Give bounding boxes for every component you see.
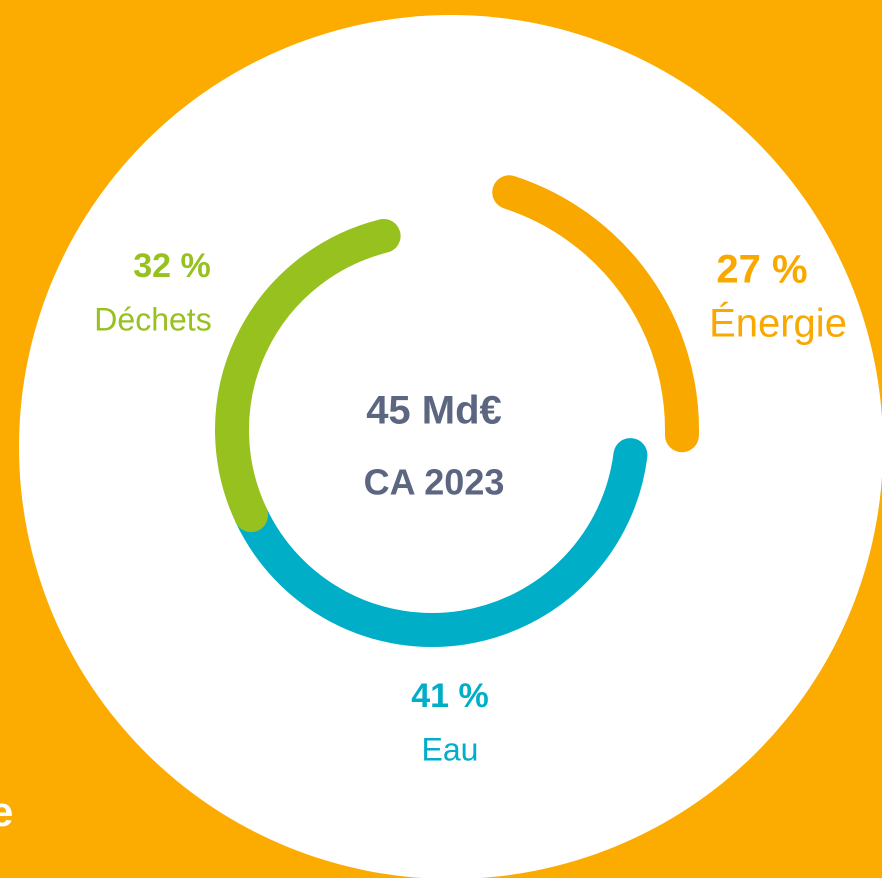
center-value: 45 Md€ — [366, 389, 502, 433]
footer-fragment: e — [0, 788, 13, 835]
category-label: Eau — [422, 731, 479, 767]
donut-segment — [234, 438, 648, 647]
category-label: Énergie — [709, 301, 847, 346]
value-label: 27 % — [716, 248, 807, 292]
center-label: CA 2023 — [364, 462, 505, 503]
donut-segment — [492, 175, 699, 453]
donut-segment — [215, 218, 401, 533]
value-label: 41 % — [411, 677, 489, 715]
category-label: Déchets — [94, 301, 211, 337]
value-label: 32 % — [133, 247, 211, 285]
white-disc — [19, 15, 882, 878]
